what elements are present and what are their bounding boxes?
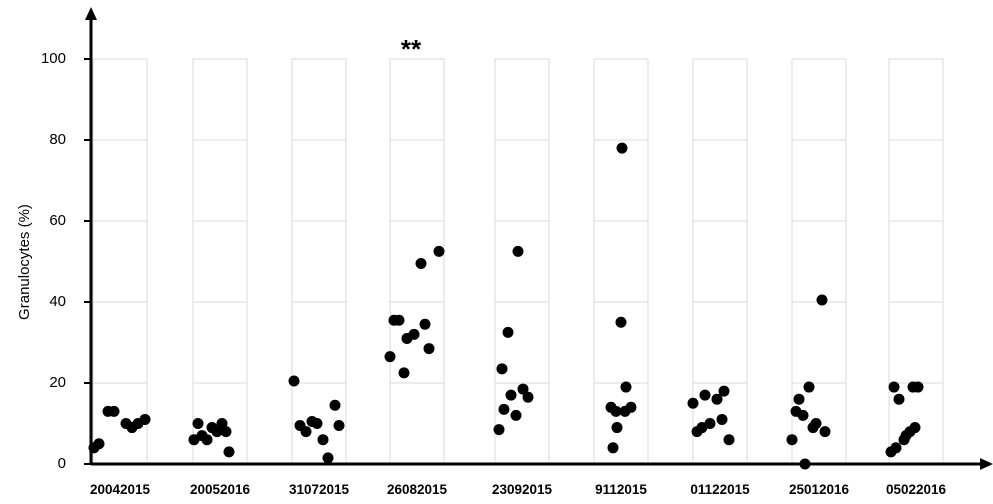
data-point bbox=[408, 328, 420, 340]
data-point bbox=[723, 434, 735, 446]
data-point bbox=[793, 393, 805, 405]
data-point bbox=[433, 245, 445, 257]
data-point bbox=[616, 142, 628, 154]
data-point bbox=[909, 422, 921, 434]
x-tick-label: 9112015 bbox=[595, 482, 647, 497]
data-point bbox=[419, 318, 431, 330]
y-axis-arrow bbox=[85, 7, 97, 20]
data-point bbox=[716, 413, 728, 425]
data-point bbox=[317, 434, 329, 446]
data-point bbox=[687, 397, 699, 409]
data-point bbox=[704, 418, 716, 429]
axes-layer bbox=[85, 7, 993, 470]
data-point bbox=[329, 399, 341, 411]
data-point bbox=[888, 381, 900, 393]
y-tick-label: 80 bbox=[49, 131, 66, 148]
data-point bbox=[803, 381, 815, 393]
data-point bbox=[610, 405, 622, 417]
annotations: ** bbox=[401, 34, 422, 64]
data-point bbox=[322, 452, 334, 464]
data-point bbox=[799, 458, 811, 470]
data-point bbox=[502, 326, 514, 338]
data-point bbox=[311, 418, 323, 429]
x-tick-label: 20042015 bbox=[90, 482, 151, 497]
y-tick-label: 100 bbox=[41, 50, 66, 67]
y-tick-label: 0 bbox=[58, 455, 66, 472]
x-axis-arrow bbox=[980, 458, 993, 470]
data-point bbox=[615, 316, 627, 328]
data-point bbox=[108, 405, 120, 417]
x-tick-label: 25012016 bbox=[789, 482, 850, 497]
data-points bbox=[88, 142, 924, 470]
y-tick-label: 20 bbox=[49, 374, 66, 391]
data-point bbox=[192, 418, 204, 429]
data-point bbox=[512, 245, 524, 257]
x-tick-label: 31072015 bbox=[289, 482, 350, 497]
data-point bbox=[607, 442, 619, 454]
data-point bbox=[496, 363, 508, 375]
data-point bbox=[211, 426, 223, 438]
data-point bbox=[223, 446, 235, 458]
x-tick-label: 20052016 bbox=[190, 482, 251, 497]
data-point bbox=[415, 258, 427, 270]
y-tick-labels: 0 20 40 60 80 100 bbox=[41, 50, 91, 472]
data-point bbox=[423, 343, 435, 355]
data-point bbox=[498, 403, 510, 415]
data-point bbox=[625, 401, 637, 413]
data-point bbox=[890, 442, 902, 454]
data-point bbox=[288, 375, 300, 387]
data-point bbox=[517, 383, 529, 395]
data-point bbox=[201, 434, 213, 446]
grid-layer bbox=[92, 58, 944, 464]
data-point bbox=[810, 418, 822, 429]
data-point bbox=[611, 422, 623, 434]
data-point bbox=[139, 413, 151, 425]
data-point bbox=[510, 409, 522, 421]
data-point bbox=[819, 426, 831, 438]
y-tick-label: 40 bbox=[49, 293, 66, 310]
x-tick-label: 05022016 bbox=[886, 482, 947, 497]
y-tick-label: 60 bbox=[49, 212, 66, 229]
x-tick-labels: 20042015 20052016 31072015 26082015 23092015… bbox=[90, 482, 947, 497]
data-point bbox=[522, 391, 534, 403]
data-point bbox=[333, 420, 345, 432]
data-point bbox=[393, 314, 405, 326]
data-point bbox=[786, 434, 798, 446]
data-point bbox=[797, 409, 809, 421]
data-point bbox=[220, 426, 232, 438]
data-point bbox=[505, 389, 517, 401]
data-point bbox=[93, 438, 105, 450]
data-point bbox=[711, 393, 723, 405]
data-point bbox=[300, 426, 312, 438]
data-point bbox=[493, 424, 505, 436]
data-point bbox=[384, 351, 396, 363]
data-point bbox=[699, 389, 711, 401]
data-point bbox=[718, 385, 730, 397]
y-axis-label: Granulocytes (%) bbox=[16, 204, 33, 320]
significance-annotation: ** bbox=[401, 34, 422, 64]
x-tick-label: 01122015 bbox=[690, 482, 750, 497]
data-point bbox=[912, 381, 924, 393]
data-point bbox=[620, 381, 632, 393]
data-point bbox=[893, 393, 905, 405]
data-point bbox=[816, 294, 828, 306]
x-tick-label: 26082015 bbox=[387, 482, 448, 497]
data-point bbox=[398, 367, 410, 379]
x-tick-label: 23092015 bbox=[492, 482, 553, 497]
